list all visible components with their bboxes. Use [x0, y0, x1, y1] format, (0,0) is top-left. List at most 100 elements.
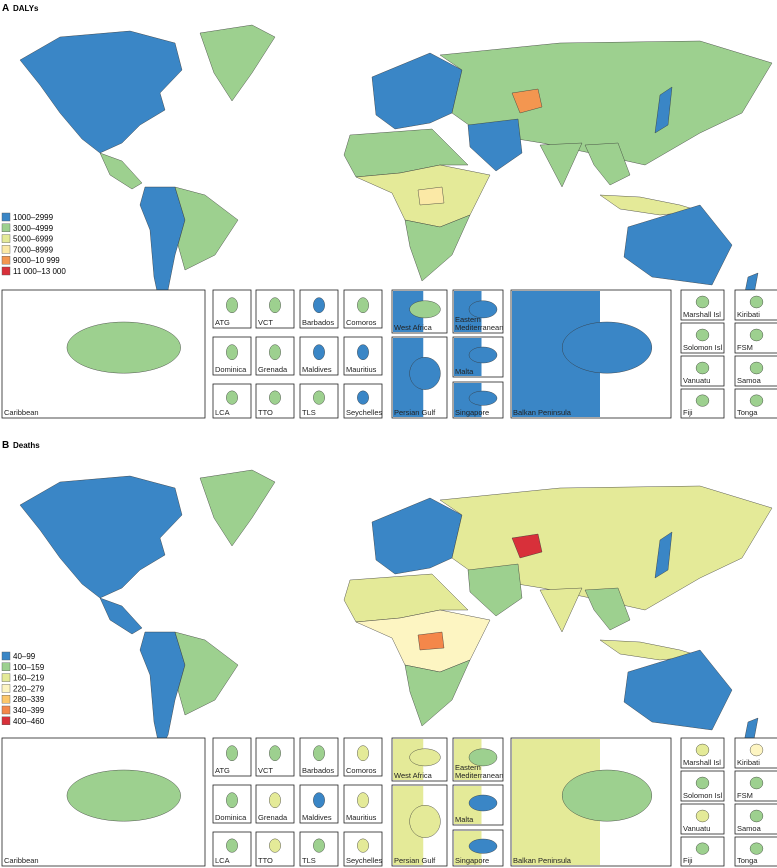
legend-label: 40–99	[13, 652, 36, 661]
inset-label: TTO	[258, 408, 273, 417]
inset-label: Balkan Peninsula	[513, 408, 571, 417]
inset-island	[269, 745, 281, 762]
inset-island	[313, 792, 325, 809]
inset-island	[749, 743, 764, 757]
country-region	[467, 118, 523, 172]
inset-island	[749, 328, 764, 342]
inset-label: TTO	[258, 856, 273, 865]
inset-island	[695, 295, 710, 309]
inset-land	[409, 748, 441, 767]
country-region	[19, 475, 183, 599]
inset-label: Vanuatu	[683, 376, 711, 385]
inset-label: Caribbean	[4, 408, 39, 417]
inset-island	[695, 328, 710, 342]
inset-label: VCT	[258, 318, 273, 327]
inset-label: Mauritius	[346, 813, 377, 822]
legend-label: 400–460	[13, 717, 45, 726]
legend-swatch	[1, 662, 11, 671]
inset-label: Tonga	[737, 856, 758, 865]
country-region	[404, 659, 471, 727]
inset-label: Persian Gulf	[394, 408, 436, 417]
panel-letter: A	[2, 3, 9, 14]
inset-land	[468, 346, 498, 364]
inset-land	[468, 838, 498, 854]
legend-label: 9000–10 999	[13, 256, 60, 265]
inset-label: ATG	[215, 766, 230, 775]
inset-label: Balkan Peninsula	[513, 856, 571, 865]
country-region	[199, 469, 276, 547]
inset-label: Malta	[455, 815, 474, 824]
country-region	[511, 88, 543, 114]
inset-island	[357, 344, 369, 361]
world-map	[19, 24, 773, 308]
inset-island	[313, 344, 325, 361]
inset-island	[357, 297, 369, 314]
inset-label: Seychelles	[346, 856, 383, 865]
inset-island	[313, 838, 325, 853]
inset-label: Comoros	[346, 318, 377, 327]
inset-island	[313, 390, 325, 405]
country-region	[623, 204, 733, 286]
legend-swatch	[1, 705, 11, 715]
inset-island	[749, 295, 764, 309]
inset-land	[468, 390, 498, 406]
inset-label: Samoa	[737, 824, 761, 833]
inset-island	[226, 344, 238, 361]
inset-land	[468, 748, 498, 767]
inset-island	[749, 361, 764, 375]
legend-label: 11 000–13 000	[13, 267, 66, 276]
inset-label: Solomon Isl	[683, 791, 723, 800]
inset-island	[269, 838, 281, 853]
inset-label: Barbados	[302, 766, 335, 775]
legend-swatch	[1, 716, 11, 725]
inset-label: Persian Gulf	[394, 856, 436, 865]
inset-label: Dominica	[215, 365, 247, 374]
inset-island	[269, 792, 281, 809]
inset-island	[749, 809, 764, 823]
inset-island	[749, 394, 764, 407]
country-region	[654, 86, 673, 134]
inset-box	[299, 737, 339, 777]
country-region	[623, 649, 733, 731]
inset-island	[313, 297, 325, 314]
inset-label: Malta	[455, 367, 474, 376]
inset-land	[468, 794, 498, 812]
country-region	[511, 533, 543, 559]
legend-swatch	[1, 223, 11, 233]
inset-label: Singapore	[455, 856, 490, 865]
inset-box	[299, 336, 339, 376]
inset-label: Fiji	[683, 856, 693, 865]
country-region	[199, 24, 276, 102]
inset-label: LCA	[215, 856, 230, 865]
inset-label: VCT	[258, 766, 273, 775]
country-region	[539, 587, 583, 633]
inset-label: Mauritius	[346, 365, 377, 374]
inset-label: Grenada	[258, 813, 288, 822]
country-region	[99, 597, 143, 635]
inset-label: Seychelles	[346, 408, 383, 417]
legend-swatch	[1, 651, 11, 661]
inset-label: Kiribati	[737, 310, 760, 319]
inset-label: West Africa	[394, 771, 432, 780]
legend-swatch	[1, 695, 11, 704]
inset-label: Dominica	[215, 813, 247, 822]
inset-island	[226, 297, 238, 314]
legend-label: 3000–4999	[13, 224, 54, 233]
legend-label: 340–399	[13, 706, 45, 715]
inset-label: Singapore	[455, 408, 490, 417]
inset-land	[562, 321, 653, 374]
inset-land	[66, 769, 181, 822]
inset-island	[357, 745, 369, 762]
inset-island	[357, 792, 369, 809]
inset-island	[695, 394, 710, 407]
inset-island	[695, 809, 710, 823]
inset-island	[226, 792, 238, 809]
inset-island	[357, 390, 369, 405]
inset-label: Caribbean	[4, 856, 39, 865]
inset-label: FSM	[737, 791, 753, 800]
legend-label: 7000–8999	[13, 245, 54, 254]
legend-swatch	[1, 684, 11, 693]
inset-land	[409, 805, 441, 838]
legend-swatch	[1, 234, 11, 243]
panel-title: Deaths	[13, 441, 40, 450]
